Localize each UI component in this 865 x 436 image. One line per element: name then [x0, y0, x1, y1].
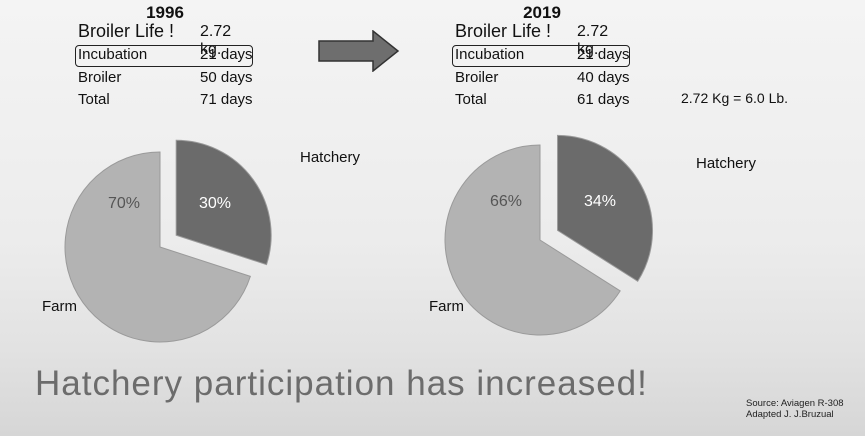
category-label-hatchery: Hatchery [696, 155, 757, 172]
incubation-row: Incubation 21 days [452, 45, 632, 67]
incubation-highlight-box [452, 45, 630, 67]
total-label: Total [78, 91, 110, 108]
total-value: 61 days [577, 91, 630, 108]
broiler-value: 50 days [200, 69, 253, 86]
source-note: Source: Aviagen R-308 Adapted J. J.Bruzu… [746, 398, 844, 420]
total-row: Total 71 days [75, 90, 255, 111]
total-row: Total 61 days [452, 90, 632, 111]
incubation-label: Incubation [455, 46, 525, 63]
broiler-row: Broiler 40 days [452, 68, 632, 89]
incubation-label: Incubation [78, 46, 148, 63]
pie-slice-hatchery [557, 134, 653, 282]
right-arrow-icon [318, 30, 400, 72]
incubation-row: Incubation 21 days [75, 45, 255, 67]
year-label: 2019 [523, 3, 561, 22]
broiler-value: 40 days [577, 69, 630, 86]
total-value: 71 days [200, 91, 253, 108]
conversion-note: 2.72 Kg = 6.0 Lb. [681, 90, 789, 106]
pie-slice-farm [64, 151, 251, 343]
data-label-hatchery: 30% [199, 195, 231, 212]
pie-slice-farm [444, 144, 621, 336]
category-label-hatchery: Hatchery [300, 149, 361, 166]
tagline: Hatchery participation has increased! [35, 364, 648, 403]
year-label: 1996 [146, 3, 184, 22]
data-label-hatchery: 34% [584, 193, 616, 210]
broiler-life-label: Broiler Life ! [78, 21, 175, 41]
data-label-farm: 70% [108, 195, 140, 212]
broiler-label: Broiler [455, 69, 499, 86]
broiler-life-label: Broiler Life ! [455, 21, 552, 41]
incubation-value: 21 days [200, 46, 253, 63]
adapted-line: Adapted J. J.Bruzual [746, 409, 834, 420]
data-label-farm: 66% [490, 193, 522, 210]
incubation-highlight-box [75, 45, 253, 67]
broiler-row: Broiler 50 days [75, 68, 255, 89]
broiler-label: Broiler [78, 69, 122, 86]
pie-slice-hatchery [175, 139, 272, 266]
source-line: Source: Aviagen R-308 [746, 398, 844, 409]
total-label: Total [455, 91, 487, 108]
category-label-farm: Farm [42, 298, 77, 315]
category-label-farm: Farm [429, 298, 464, 315]
incubation-value: 21 days [577, 46, 630, 63]
